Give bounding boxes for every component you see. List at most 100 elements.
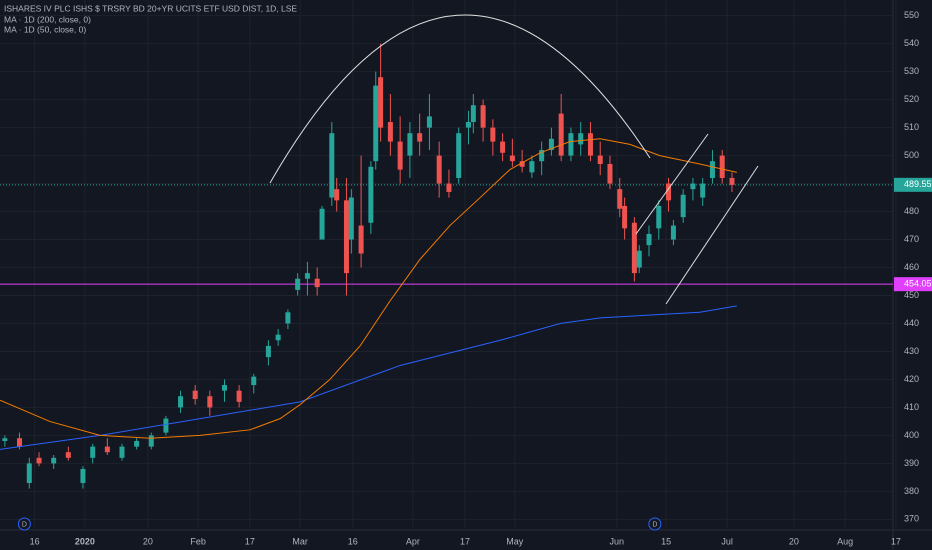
candle-body	[509, 155, 515, 162]
candle-body	[192, 390, 198, 400]
candle-body	[378, 77, 384, 128]
candle-body	[51, 457, 57, 464]
y-tick-label: 480	[904, 206, 919, 216]
price-label-bg	[894, 177, 932, 192]
candle-body	[148, 435, 154, 447]
candle-body	[587, 133, 593, 156]
candle-body	[348, 197, 354, 240]
candle-body	[343, 200, 349, 274]
price-label: 489.55	[904, 179, 932, 189]
y-tick-label: 390	[904, 458, 919, 468]
candle-body	[417, 133, 423, 142]
candle-body	[597, 155, 603, 164]
candle-body	[558, 113, 564, 156]
candle-body	[65, 452, 71, 458]
candle-body	[568, 133, 574, 156]
candle-body	[119, 446, 125, 458]
moving-average	[0, 138, 737, 439]
candle-body	[163, 418, 169, 433]
y-tick-label: 550	[904, 10, 919, 20]
candle-body	[446, 183, 452, 192]
candle-body	[368, 166, 374, 223]
candle-body	[334, 189, 340, 201]
candle-body	[314, 278, 320, 288]
candle-body	[207, 396, 213, 408]
y-tick-label: 430	[904, 346, 919, 356]
moving-average	[0, 305, 737, 450]
y-tick-label: 510	[904, 122, 919, 132]
y-tick-label: 470	[904, 234, 919, 244]
candle-body	[456, 133, 462, 178]
candle-body	[680, 194, 686, 218]
y-tick-label: 460	[904, 262, 919, 272]
y-tick-label: 520	[904, 94, 919, 104]
candle-body	[690, 183, 696, 190]
candle-body	[295, 278, 301, 290]
x-tick-label: 20	[143, 536, 153, 546]
candle-body	[17, 438, 23, 447]
x-tick-label: 2020	[75, 536, 95, 546]
candle-body	[607, 163, 613, 184]
x-tick-label: May	[506, 536, 524, 546]
x-tick-label: 17	[460, 536, 470, 546]
event-marker	[17, 517, 31, 531]
price-label: 454.05	[904, 279, 932, 289]
channel-top	[635, 133, 709, 235]
legend-entry: MA · 1D (200, close, 0)	[4, 14, 91, 24]
x-tick-label: Mar	[292, 536, 308, 546]
candle-body	[221, 385, 227, 391]
y-tick-label: 370	[904, 514, 919, 524]
candle-body	[636, 250, 642, 268]
event-label: D	[22, 521, 27, 528]
candle-body	[465, 122, 471, 128]
chart-title: ISHARES IV PLC ISHS $ TRSRY BD 20+YR UCI…	[4, 3, 297, 13]
candle-body	[304, 273, 310, 279]
price-label-bg	[894, 277, 932, 292]
candle-body	[178, 396, 184, 408]
x-tick-label: 17	[245, 536, 255, 546]
x-tick-label: Aug	[837, 536, 853, 546]
candle-body	[26, 463, 32, 483]
arc-drawing	[269, 14, 651, 184]
candle-body	[500, 141, 506, 153]
candle-body	[2, 438, 8, 442]
candle-body	[134, 441, 140, 447]
candle-body	[622, 205, 628, 229]
candle-body	[656, 205, 662, 229]
legend-entry: MA · 1D (50, close, 0)	[4, 24, 86, 34]
candle-body	[236, 390, 242, 402]
x-tick-label: Apr	[406, 536, 420, 546]
candle-body	[265, 345, 271, 358]
y-tick-label: 500	[904, 150, 919, 160]
candle-body	[426, 116, 432, 128]
x-tick-label: Jul	[721, 536, 733, 546]
y-tick-label: 410	[904, 402, 919, 412]
candle-body	[539, 149, 545, 162]
y-tick-label: 440	[904, 318, 919, 328]
candle-body	[700, 183, 706, 198]
candle-body	[251, 376, 257, 386]
event-marker	[648, 517, 662, 531]
y-tick-label: 420	[904, 374, 919, 384]
candle-body	[319, 208, 325, 240]
candle-body	[709, 161, 715, 178]
channel-bottom	[665, 165, 759, 305]
candle-body	[490, 127, 496, 142]
candle-body	[90, 446, 96, 458]
candle-body	[387, 122, 393, 142]
event-label: D	[652, 521, 657, 528]
y-tick-label: 380	[904, 486, 919, 496]
x-tick-label: 16	[30, 536, 40, 546]
candle-body	[617, 189, 623, 209]
candle-body	[646, 233, 652, 246]
candle-body	[275, 334, 281, 341]
candle-body	[80, 468, 86, 483]
candle-body	[666, 183, 672, 201]
x-tick-label: 17	[891, 536, 901, 546]
x-tick-label: Jun	[610, 536, 625, 546]
y-tick-label: 450	[904, 290, 919, 300]
candle-body	[729, 177, 735, 185]
candle-body	[373, 85, 379, 162]
